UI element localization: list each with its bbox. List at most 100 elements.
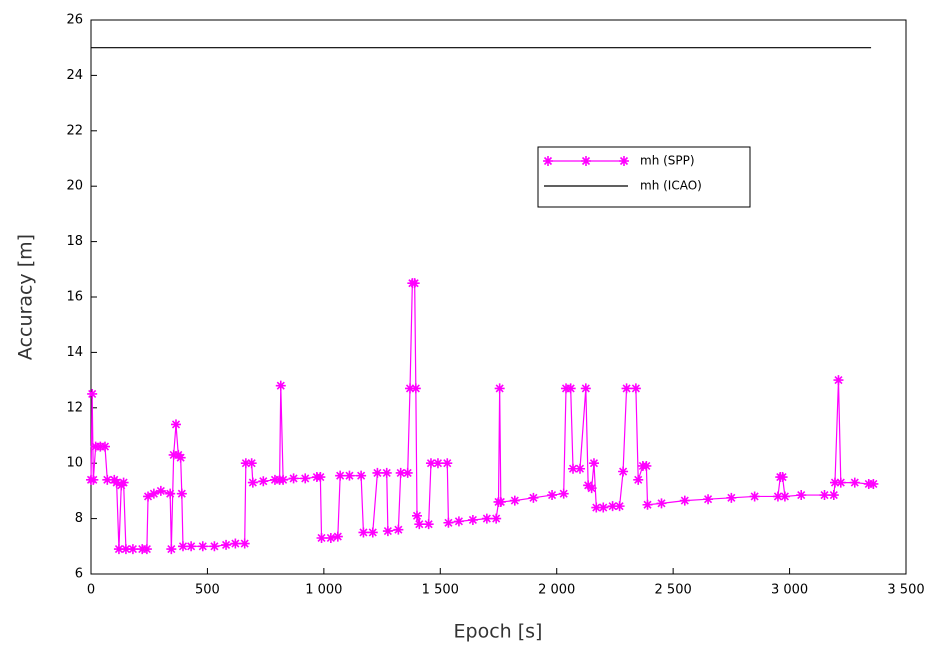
data-point — [410, 383, 421, 394]
marker — [432, 458, 443, 469]
marker — [641, 460, 652, 471]
marker — [726, 492, 737, 503]
marker — [442, 458, 453, 469]
data-point — [356, 470, 367, 481]
data-point — [558, 488, 569, 499]
data-point — [412, 510, 422, 521]
data-point — [580, 383, 591, 394]
marker — [630, 383, 641, 394]
data-point — [127, 544, 138, 555]
marker — [120, 544, 131, 555]
data-point — [633, 474, 644, 485]
marker — [633, 474, 644, 485]
marker — [230, 538, 241, 549]
marker — [275, 380, 286, 391]
marker — [381, 467, 392, 478]
marker — [99, 441, 110, 452]
data-point — [591, 502, 602, 513]
marker — [779, 491, 790, 502]
marker — [155, 485, 166, 496]
marker — [405, 383, 416, 394]
data-point — [828, 490, 839, 501]
x-tick-label: 1 500 — [422, 583, 459, 598]
data-point — [176, 488, 187, 499]
data-point — [170, 419, 181, 430]
data-point — [414, 519, 425, 530]
marker — [278, 474, 289, 485]
marker — [777, 472, 788, 483]
data-point — [442, 458, 453, 469]
data-point — [679, 495, 690, 506]
marker — [642, 499, 653, 510]
x-tick-label: 3 000 — [771, 583, 808, 598]
marker — [543, 156, 553, 166]
data-point — [432, 458, 443, 469]
marker — [833, 375, 844, 386]
data-point — [175, 452, 186, 463]
data-point — [88, 474, 99, 485]
marker — [288, 473, 299, 484]
data-point — [509, 495, 520, 506]
marker — [315, 472, 326, 483]
data-point — [209, 541, 220, 552]
data-point — [749, 491, 760, 502]
marker — [495, 496, 506, 507]
data-point — [367, 527, 378, 538]
marker — [175, 452, 186, 463]
marker — [423, 519, 434, 530]
data-point — [443, 517, 454, 528]
y-tick-label: 18 — [66, 234, 83, 249]
marker — [528, 492, 539, 503]
data-point — [258, 476, 269, 487]
data-point — [382, 526, 393, 537]
marker — [796, 490, 807, 501]
marker — [300, 473, 311, 484]
marker — [148, 488, 159, 499]
data-point — [598, 502, 609, 513]
legend-box — [537, 146, 751, 208]
data-point — [796, 490, 807, 501]
data-point — [344, 470, 355, 481]
marker — [619, 156, 629, 166]
data-point — [641, 460, 652, 471]
data-point — [381, 467, 392, 478]
marker — [335, 470, 346, 481]
marker — [558, 488, 569, 499]
data-point — [528, 492, 539, 503]
legend-label: mh (SPP) — [640, 154, 695, 168]
data-point — [829, 477, 840, 488]
data-point — [186, 541, 197, 552]
data-point — [726, 492, 737, 503]
data-point — [494, 383, 505, 394]
marker — [186, 541, 197, 552]
marker — [402, 467, 413, 478]
data-point — [316, 532, 327, 543]
data-point — [621, 383, 632, 394]
y-tick-label: 16 — [66, 290, 83, 305]
data-point — [278, 474, 289, 485]
data-point — [372, 467, 383, 478]
data-point — [99, 441, 110, 452]
marker — [565, 383, 576, 394]
marker — [453, 516, 464, 527]
data-point — [87, 388, 98, 399]
marker — [575, 463, 585, 474]
marker — [481, 513, 492, 524]
marker — [581, 156, 591, 166]
data-point — [495, 496, 506, 507]
marker — [372, 467, 383, 478]
data-point — [165, 488, 176, 499]
marker — [568, 463, 579, 474]
x-tick-label: 2 500 — [655, 583, 692, 598]
data-point — [630, 383, 641, 394]
marker — [409, 278, 420, 289]
marker — [127, 544, 138, 555]
marker — [170, 419, 181, 430]
marker — [849, 477, 860, 488]
data-point — [113, 544, 124, 555]
data-point — [155, 485, 166, 496]
data-point — [395, 467, 406, 478]
data-point — [239, 538, 250, 549]
marker — [749, 491, 760, 502]
